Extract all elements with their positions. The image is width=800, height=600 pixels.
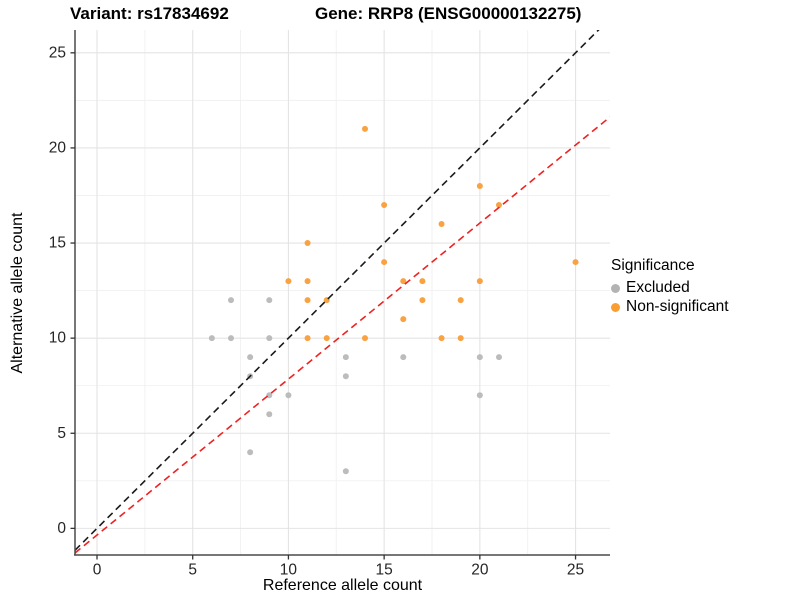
data-point: [476, 354, 483, 361]
data-point: [400, 354, 407, 361]
data-point: [572, 259, 579, 266]
identity-line: [75, 30, 600, 551]
x-tick-label: 25: [567, 561, 584, 578]
data-point: [285, 278, 292, 285]
data-point: [476, 392, 483, 399]
data-point: [419, 297, 426, 304]
data-point: [476, 182, 483, 189]
data-point: [400, 278, 407, 285]
y-tick-label: 15: [49, 235, 66, 252]
y-tick-label: 20: [49, 139, 67, 156]
data-point: [228, 297, 235, 304]
data-point: [438, 335, 445, 342]
gridlines: [75, 30, 610, 555]
data-point: [457, 297, 464, 304]
data-point: [323, 335, 330, 342]
legend-item-excluded: Excluded: [611, 279, 729, 297]
legend-title: Significance: [611, 257, 695, 274]
data-point: [228, 335, 235, 342]
data-point: [304, 297, 311, 304]
data-point: [495, 202, 502, 208]
data-point: [342, 373, 349, 380]
y-tick-label: 5: [57, 425, 66, 442]
data-point: [304, 278, 311, 285]
x-tick-label: 15: [376, 561, 393, 578]
data-point: [342, 354, 349, 361]
data-point: [266, 335, 273, 342]
data-point: [304, 335, 311, 342]
legend-item-label: Non-significant: [626, 298, 729, 315]
x-tick-label: 20: [471, 561, 489, 578]
data-point: [266, 297, 273, 304]
x-tick-label: 5: [188, 561, 197, 578]
y-tick-label: 10: [49, 330, 67, 347]
data-point: [266, 411, 273, 418]
data-point: [381, 202, 388, 208]
data-point: [247, 354, 254, 361]
legend: Significance Excluded Non-significant: [611, 257, 729, 317]
excluded-dot-icon: [611, 283, 620, 293]
data-point: [495, 354, 502, 361]
data-point: [457, 335, 464, 342]
legend-item-non-significant: Non-significant: [611, 298, 729, 316]
axes: 0 5 10 15 20 25 0 5 10 15 20 25: [49, 30, 610, 578]
data-point: [361, 335, 368, 342]
x-tick-label: 10: [280, 561, 298, 578]
y-tick-label: 0: [57, 520, 66, 537]
data-point: [400, 316, 407, 323]
data-point: [419, 278, 426, 285]
plot-title-variant: Variant: rs17834692: [70, 4, 229, 23]
data-point: [285, 392, 292, 399]
y-tick-label: 25: [49, 44, 66, 61]
x-tick-label: 0: [93, 561, 102, 578]
data-point: [247, 449, 254, 456]
x-axis-label: Reference allele count: [262, 577, 423, 594]
data-point: [361, 125, 368, 132]
series-non-significant: [285, 125, 579, 342]
y-axis-label: Alternative allele count: [9, 212, 26, 374]
data-point: [438, 221, 445, 228]
data-point: [381, 259, 388, 266]
plot-title-gene: Gene: RRP8 (ENSG00000132275): [315, 4, 582, 23]
legend-item-label: Excluded: [626, 279, 690, 296]
expected-line: [75, 116, 610, 554]
data-point: [476, 278, 483, 285]
non-significant-dot-icon: [611, 302, 620, 312]
data-point: [304, 240, 311, 247]
data-point: [342, 468, 349, 475]
data-point: [208, 335, 215, 342]
